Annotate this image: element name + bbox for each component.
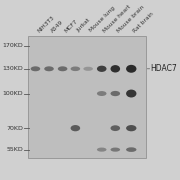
Ellipse shape xyxy=(44,66,54,71)
Text: MCF7: MCF7 xyxy=(63,18,78,33)
Text: 170KD: 170KD xyxy=(3,43,23,48)
Ellipse shape xyxy=(111,65,120,73)
Ellipse shape xyxy=(126,147,136,152)
Text: Mouse heart: Mouse heart xyxy=(103,4,132,33)
Text: Mouse lung: Mouse lung xyxy=(89,6,116,33)
Ellipse shape xyxy=(83,67,93,71)
Ellipse shape xyxy=(97,66,107,72)
Ellipse shape xyxy=(97,148,107,152)
Ellipse shape xyxy=(58,66,67,71)
Text: A549: A549 xyxy=(50,19,64,33)
Text: 70KD: 70KD xyxy=(7,126,23,131)
Ellipse shape xyxy=(111,148,120,152)
Text: Mouse brain: Mouse brain xyxy=(116,4,145,33)
Ellipse shape xyxy=(126,90,136,98)
Ellipse shape xyxy=(97,91,107,96)
Ellipse shape xyxy=(111,125,120,131)
Text: Rat brain: Rat brain xyxy=(132,11,154,33)
Ellipse shape xyxy=(126,125,136,131)
Ellipse shape xyxy=(111,91,120,96)
Ellipse shape xyxy=(71,125,80,131)
Text: NIH3T3: NIH3T3 xyxy=(36,14,55,33)
Ellipse shape xyxy=(31,66,40,71)
Text: HDAC7: HDAC7 xyxy=(150,64,177,73)
Text: 100KD: 100KD xyxy=(3,91,23,96)
Text: 130KD: 130KD xyxy=(3,66,23,71)
FancyBboxPatch shape xyxy=(28,36,147,158)
Text: 55KD: 55KD xyxy=(7,147,23,152)
Text: Jurkat: Jurkat xyxy=(76,18,92,33)
Ellipse shape xyxy=(126,65,136,73)
Ellipse shape xyxy=(71,66,80,71)
